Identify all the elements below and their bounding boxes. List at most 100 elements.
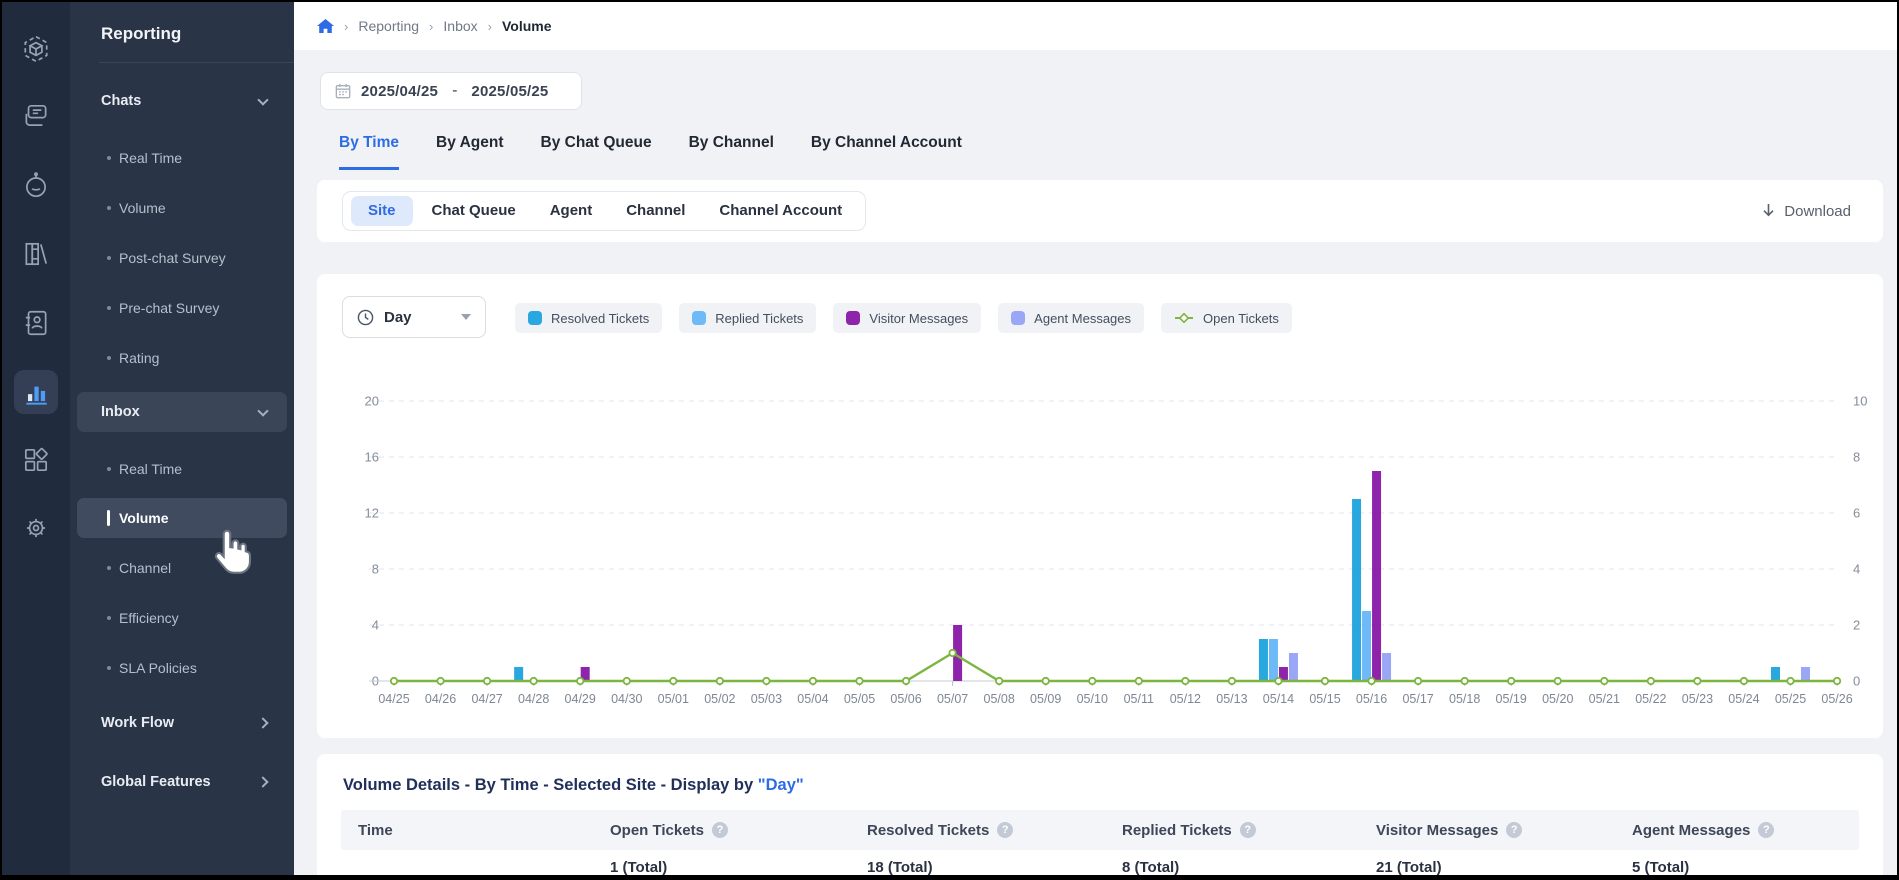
- details-title: Volume Details - By Time - Selected Site…: [343, 776, 804, 795]
- library-icon[interactable]: [14, 232, 58, 276]
- svg-text:05/15: 05/15: [1309, 692, 1340, 706]
- svg-text:05/12: 05/12: [1170, 692, 1201, 706]
- download-button[interactable]: Download: [1761, 180, 1851, 242]
- breadcrumb-separator: ›: [344, 18, 349, 34]
- sidebar-title: Reporting: [101, 24, 182, 43]
- sidebar-item-label: Real Time: [119, 461, 183, 477]
- segment-chat-queue[interactable]: Chat Queue: [431, 202, 516, 219]
- breadcrumb-separator: ›: [429, 18, 434, 34]
- bullet-icon: [107, 206, 111, 210]
- svg-text:04/25: 04/25: [378, 692, 409, 706]
- svg-text:05/17: 05/17: [1402, 692, 1433, 706]
- svg-text:05/22: 05/22: [1635, 692, 1666, 706]
- svg-text:05/13: 05/13: [1216, 692, 1247, 706]
- sidebar-item-volume[interactable]: Volume: [70, 183, 294, 233]
- sidebar-group-global-features[interactable]: Global Features: [77, 762, 287, 802]
- sidebar-group-chats[interactable]: Chats: [77, 81, 287, 121]
- chat-icon[interactable]: [14, 94, 58, 138]
- sidebar-item-pre-chat-survey[interactable]: Pre-chat Survey: [70, 283, 294, 333]
- sidebar-item-inbox-sla-policies[interactable]: SLA Policies: [70, 643, 294, 693]
- help-icon[interactable]: ?: [711, 822, 728, 838]
- sidebar-item-label: Volume: [119, 200, 166, 216]
- controls-card: Site Chat Queue Agent Channel Channel Ac…: [317, 180, 1883, 242]
- bullet-icon: [107, 467, 111, 471]
- segment-channel[interactable]: Channel: [626, 202, 686, 219]
- help-icon[interactable]: ?: [997, 822, 1014, 838]
- home-icon[interactable]: [317, 18, 334, 34]
- legend-visitor-messages[interactable]: Visitor Messages: [833, 303, 982, 333]
- sidebar-group-work-flow[interactable]: Work Flow: [77, 703, 287, 743]
- contacts-icon[interactable]: [14, 301, 58, 345]
- svg-text:04/30: 04/30: [611, 692, 642, 706]
- help-icon[interactable]: ?: [1758, 822, 1775, 838]
- svg-text:05/25: 05/25: [1775, 692, 1806, 706]
- sidebar-group-label: Chats: [101, 93, 142, 109]
- sidebar-item-inbox-channel[interactable]: Channel: [70, 543, 294, 593]
- sidebar-item-inbox-volume[interactable]: Volume: [77, 498, 287, 538]
- legend-agent-messages[interactable]: Agent Messages: [998, 303, 1145, 333]
- date-start: 2025/04/25: [361, 82, 439, 100]
- svg-text:05/03: 05/03: [751, 692, 782, 706]
- gear-icon[interactable]: [14, 506, 58, 550]
- tab-by-channel-account[interactable]: By Channel Account: [810, 134, 962, 151]
- svg-text:4: 4: [372, 618, 379, 633]
- svg-text:04/27: 04/27: [471, 692, 502, 706]
- period-dropdown[interactable]: Day: [342, 296, 486, 338]
- column-visitor-messages: Visitor Messages?: [1359, 822, 1615, 839]
- legend-replied-tickets[interactable]: Replied Tickets: [679, 303, 817, 333]
- tab-by-agent[interactable]: By Agent: [436, 134, 504, 151]
- sidebar-item-real-time[interactable]: Real Time: [70, 133, 294, 183]
- segment-agent[interactable]: Agent: [549, 202, 593, 219]
- sidebar-item-label: Channel: [119, 560, 172, 576]
- sidebar-item-label: SLA Policies: [119, 660, 197, 676]
- bar-chart-icon[interactable]: [14, 370, 58, 414]
- bullet-icon: [107, 666, 111, 670]
- svg-text:05/06: 05/06: [890, 692, 921, 706]
- sidebar-item-label: Efficiency: [119, 610, 179, 626]
- help-icon[interactable]: ?: [1506, 822, 1523, 838]
- help-icon[interactable]: ?: [1239, 822, 1256, 838]
- bullet-icon: [107, 256, 111, 260]
- tab-by-chat-queue[interactable]: By Chat Queue: [540, 134, 652, 151]
- breadcrumb-inbox[interactable]: Inbox: [443, 18, 478, 34]
- details-table: Time Open Tickets? Resolved Tickets? Rep…: [341, 810, 1859, 875]
- svg-text:05/24: 05/24: [1728, 692, 1759, 706]
- sidebar-item-label: Volume: [119, 510, 169, 526]
- svg-text:05/07: 05/07: [937, 692, 968, 706]
- sidebar-item-inbox-real-time[interactable]: Real Time: [70, 444, 294, 494]
- tab-by-channel[interactable]: By Channel: [688, 134, 774, 151]
- legend-label: Replied Tickets: [715, 310, 804, 326]
- segment-channel-account[interactable]: Channel Account: [719, 202, 843, 219]
- breadcrumb-reporting[interactable]: Reporting: [358, 18, 420, 34]
- sidebar-item-post-chat-survey[interactable]: Post-chat Survey: [70, 233, 294, 283]
- cube-icon[interactable]: [14, 27, 58, 71]
- svg-text:05/11: 05/11: [1124, 692, 1154, 706]
- sidebar-item-label: Real Time: [119, 150, 183, 166]
- report-tabs: By Time By Agent By Chat Queue By Channe…: [339, 134, 962, 170]
- selected-indicator: [107, 510, 110, 526]
- legend-swatch: [1011, 311, 1026, 325]
- sidebar-item-inbox-efficiency[interactable]: Efficiency: [70, 593, 294, 643]
- tab-by-time[interactable]: By Time: [339, 134, 400, 170]
- bullet-icon: [107, 356, 111, 360]
- column-time: Time: [358, 821, 393, 839]
- sidebar-item-rating[interactable]: Rating: [70, 333, 294, 383]
- apps-icon[interactable]: [14, 438, 58, 482]
- calendar-icon: [335, 83, 351, 99]
- legend-label: Agent Messages: [1034, 310, 1132, 326]
- legend-open-tickets[interactable]: Open Tickets: [1161, 303, 1292, 333]
- sidebar-group-inbox[interactable]: Inbox: [77, 392, 287, 432]
- svg-text:04/29: 04/29: [565, 692, 596, 706]
- date-separator: -: [452, 82, 458, 99]
- bot-icon[interactable]: [14, 164, 58, 208]
- legend-swatch: [692, 311, 707, 325]
- svg-text:8: 8: [372, 562, 379, 577]
- sidebar-group-label: Work Flow: [101, 715, 175, 731]
- legend-resolved-tickets[interactable]: Resolved Tickets: [515, 303, 663, 333]
- sidebar: Reporting Chats Real Time Volume Post-ch…: [70, 2, 294, 875]
- segment-site[interactable]: Site: [351, 196, 413, 226]
- date-range-picker[interactable]: 2025/04/25 - 2025/05/25: [320, 72, 582, 110]
- svg-text:0: 0: [1853, 674, 1860, 689]
